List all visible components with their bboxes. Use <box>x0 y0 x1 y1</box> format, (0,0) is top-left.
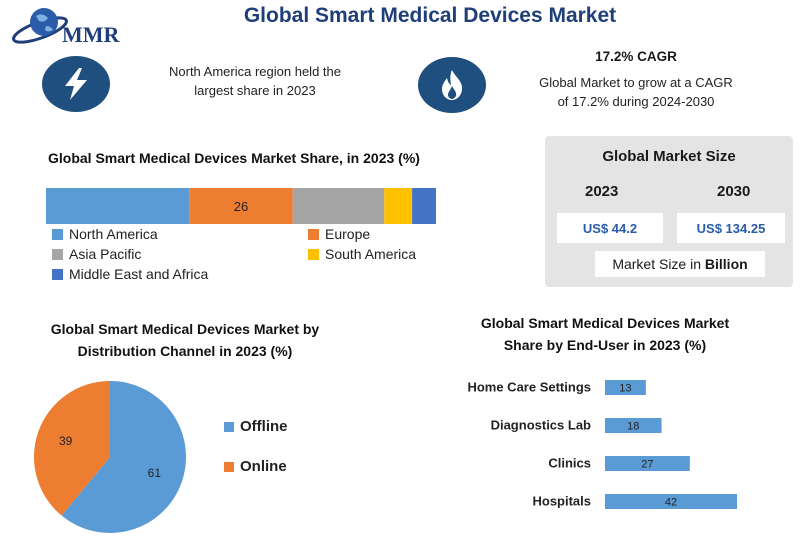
cagr-heading: 17.2% CAGR <box>595 49 677 64</box>
bar-value-label: 42 <box>665 497 677 509</box>
bar-value-label: 27 <box>641 459 653 471</box>
legend-label: Asia Pacific <box>69 246 142 262</box>
stack-segment-1 <box>189 188 293 224</box>
legend-asia-pacific: Asia Pacific <box>52 246 141 262</box>
pie-title-line1: Global Smart Medical Devices Market by <box>50 321 320 337</box>
category-label: Clinics <box>548 456 591 471</box>
region-note-line1: North America region held the <box>169 64 341 79</box>
enduser-title-line1: Global Smart Medical Devices Market <box>480 315 730 331</box>
mmr-logo <box>6 4 136 54</box>
legend-label: Offline <box>240 418 288 435</box>
legend-label: Online <box>240 458 287 475</box>
stack-segment-4 <box>412 188 436 224</box>
enduser-bar-chart: Home Care Settings 13 Diagnostics Lab 18 Cli… <box>467 380 737 509</box>
share-stacked-bar: 26 <box>46 188 436 224</box>
legend-swatch <box>224 421 234 432</box>
flame-icon <box>442 70 463 100</box>
legend-swatch <box>224 461 234 472</box>
stack-segment-2 <box>292 188 385 224</box>
bar-value-label: 13 <box>619 383 631 395</box>
pie-slice-online <box>34 381 110 516</box>
legend-swatch <box>52 228 63 240</box>
unit-prefix: Market Size in <box>612 256 705 272</box>
enduser-title-line2: Share by End-User in 2023 (%) <box>503 337 707 353</box>
stack-segment-label: 26 <box>234 199 248 214</box>
year-end: 2030 <box>717 183 751 200</box>
category-label: Home Care Settings <box>467 380 591 395</box>
pie-slice-offline <box>61 381 187 533</box>
legend-swatch <box>52 268 63 280</box>
legend-europe: Europe <box>308 226 370 242</box>
globe-icon <box>12 8 68 44</box>
value-end: US$ 134.25 <box>677 213 785 243</box>
market-size-unit: Market Size in Billion <box>595 251 765 277</box>
legend-label: North America <box>69 226 158 242</box>
year-start: 2023 <box>585 183 619 200</box>
region-note-line2: largest share in 2023 <box>194 83 316 98</box>
enduser-bar-2 <box>605 456 690 471</box>
share-chart-title: Global Smart Medical Devices Market Shar… <box>48 150 420 166</box>
pie-chart-title: Global Smart Medical Devices Market by D… <box>20 318 350 362</box>
pie-slice-label: 39 <box>59 434 73 448</box>
enduser-bar-1 <box>605 418 662 433</box>
lightning-badge <box>42 56 110 112</box>
market-size-title: Global Market Size <box>602 148 736 165</box>
stack-segment-3 <box>384 188 413 224</box>
legend-swatch <box>52 248 63 260</box>
pie-title-line2: Distribution Channel in 2023 (%) <box>77 343 293 359</box>
legend-swatch <box>308 228 319 240</box>
bar-value-label: 18 <box>627 421 639 433</box>
legend-label: Europe <box>325 226 371 242</box>
page-title: Global Smart Medical Devices Market <box>243 4 617 27</box>
pie-legend-offline: Offline <box>224 418 288 435</box>
enduser-bar-0 <box>605 380 646 395</box>
lightning-icon <box>65 68 87 100</box>
category-label: Hospitals <box>532 494 591 509</box>
cagr-line2: of 17.2% during 2024-2030 <box>557 94 715 109</box>
region-note: North America region held the largest sh… <box>140 62 370 100</box>
cagr-line1: Global Market to grow at a CAGR <box>539 75 733 90</box>
value-start: US$ 44.2 <box>557 213 663 243</box>
unit-bold: Billion <box>704 256 748 272</box>
legend-swatch <box>308 248 319 260</box>
category-label: Diagnostics Lab <box>491 418 591 433</box>
market-size-panel: Global Market Size 2023 2030 US$ 44.2 US… <box>545 136 793 287</box>
enduser-chart-title: Global Smart Medical Devices Market Shar… <box>440 312 770 356</box>
distribution-pie: 61 39 <box>34 381 187 533</box>
pie-legend-online: Online <box>224 458 287 475</box>
share-legend: North America Europe Asia Pacific South … <box>48 226 448 286</box>
logo-text: MMR <box>62 22 120 47</box>
legend-label: South America <box>325 246 417 262</box>
flame-badge <box>418 57 486 113</box>
legend-north-america: North America <box>52 226 158 242</box>
cagr-note: Global Market to grow at a CAGR of 17.2%… <box>520 73 752 111</box>
enduser-bar-3 <box>605 494 737 509</box>
legend-middle-east-africa: Middle East and Africa <box>52 266 208 282</box>
stack-segment-0 <box>46 188 190 224</box>
pie-slice-label: 61 <box>148 466 162 480</box>
legend-label: Middle East and Africa <box>69 266 209 282</box>
legend-south-america: South America <box>308 246 416 262</box>
